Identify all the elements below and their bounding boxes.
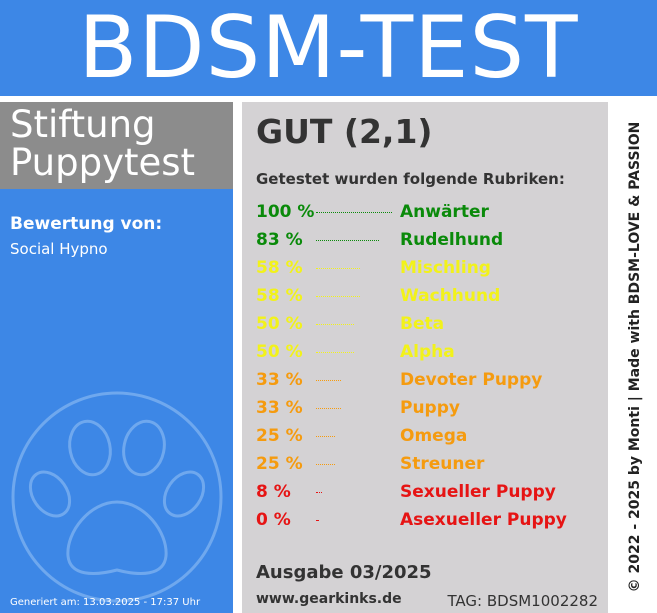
result-row: 25 % Omega xyxy=(256,422,606,450)
result-percent: 8 % xyxy=(256,482,291,502)
rating-value: Social Hypno xyxy=(10,240,108,258)
result-row: 100 % Anwärter xyxy=(256,198,606,226)
result-category: Devoter Puppy xyxy=(400,370,543,390)
result-row: 25 % Streuner xyxy=(256,450,606,478)
result-row: 33 % Puppy xyxy=(256,394,606,422)
result-percent: 25 % xyxy=(256,454,303,474)
result-row: 50 % Beta xyxy=(256,310,606,338)
result-category: Mischling xyxy=(400,258,491,278)
result-row: 83 % Rudelhund xyxy=(256,226,606,254)
result-row: 58 % Mischling xyxy=(256,254,606,282)
issue-label: Ausgabe 03/2025 xyxy=(256,562,432,583)
result-percent: 100 % xyxy=(256,202,315,222)
brand-line-1: Stiftung xyxy=(10,103,156,146)
result-category: Sexueller Puppy xyxy=(400,482,556,502)
brand-box: Stiftung Puppytest xyxy=(0,102,233,189)
banner-title: BDSM-TEST xyxy=(0,0,657,96)
result-category: Beta xyxy=(400,314,445,334)
result-percent: 0 % xyxy=(256,510,291,530)
result-category: Wachhund xyxy=(400,286,501,306)
result-dotted-bar xyxy=(316,520,318,521)
result-percent: 58 % xyxy=(256,258,303,278)
generated-timestamp: Generiert am: 13.03.2025 - 17:37 Uhr xyxy=(10,597,201,608)
result-percent: 58 % xyxy=(256,286,303,306)
result-category: Anwärter xyxy=(400,202,489,222)
tested-categories-label: Getestet wurden folgende Rubriken: xyxy=(256,170,565,188)
result-dotted-bar xyxy=(316,352,354,353)
result-row: 0 % Asexueller Puppy xyxy=(256,506,606,534)
paw-icon xyxy=(11,391,223,603)
result-percent: 33 % xyxy=(256,398,303,418)
rating-label: Bewertung von: xyxy=(10,214,163,234)
result-category: Omega xyxy=(400,426,468,446)
sidebar: Stiftung Puppytest Bewertung von: Social… xyxy=(0,102,233,613)
result-dotted-bar xyxy=(316,436,335,437)
result-category: Puppy xyxy=(400,398,460,418)
credit-text: © 2022 - 2025 by Monti | Made with BDSM-… xyxy=(627,121,643,593)
result-percent: 33 % xyxy=(256,370,303,390)
result-category: Alpha xyxy=(400,342,455,362)
grade-title: GUT (2,1) xyxy=(256,112,433,151)
result-row: 33 % Devoter Puppy xyxy=(256,366,606,394)
result-row: 8 % Sexueller Puppy xyxy=(256,478,606,506)
result-dotted-bar xyxy=(316,324,354,325)
results-panel: GUT (2,1) Getestet wurden folgende Rubri… xyxy=(242,102,608,613)
result-dotted-bar xyxy=(316,492,322,493)
tag-id: TAG: BDSM1002282 xyxy=(447,592,598,610)
result-dotted-bar xyxy=(316,212,392,213)
result-category: Asexueller Puppy xyxy=(400,510,567,530)
result-dotted-bar xyxy=(316,380,341,381)
result-dotted-bar xyxy=(316,296,360,297)
result-percent: 50 % xyxy=(256,314,303,334)
result-dotted-bar xyxy=(316,240,379,241)
website-link[interactable]: www.gearkinks.de xyxy=(256,591,402,607)
result-percent: 25 % xyxy=(256,426,303,446)
result-row: 50 % Alpha xyxy=(256,338,606,366)
result-percent: 83 % xyxy=(256,230,303,250)
result-row: 58 % Wachhund xyxy=(256,282,606,310)
result-dotted-bar xyxy=(316,408,341,409)
results-list: 100 % Anwärter 83 % Rudelhund 58 % Mischling 5… xyxy=(256,198,606,534)
result-dotted-bar xyxy=(316,268,360,269)
result-percent: 50 % xyxy=(256,342,303,362)
side-credit: © 2022 - 2025 by Monti | Made with BDSM-… xyxy=(613,102,657,613)
result-category: Streuner xyxy=(400,454,485,474)
brand-line-2: Puppytest xyxy=(10,141,196,184)
result-dotted-bar xyxy=(316,464,335,465)
result-category: Rudelhund xyxy=(400,230,504,250)
